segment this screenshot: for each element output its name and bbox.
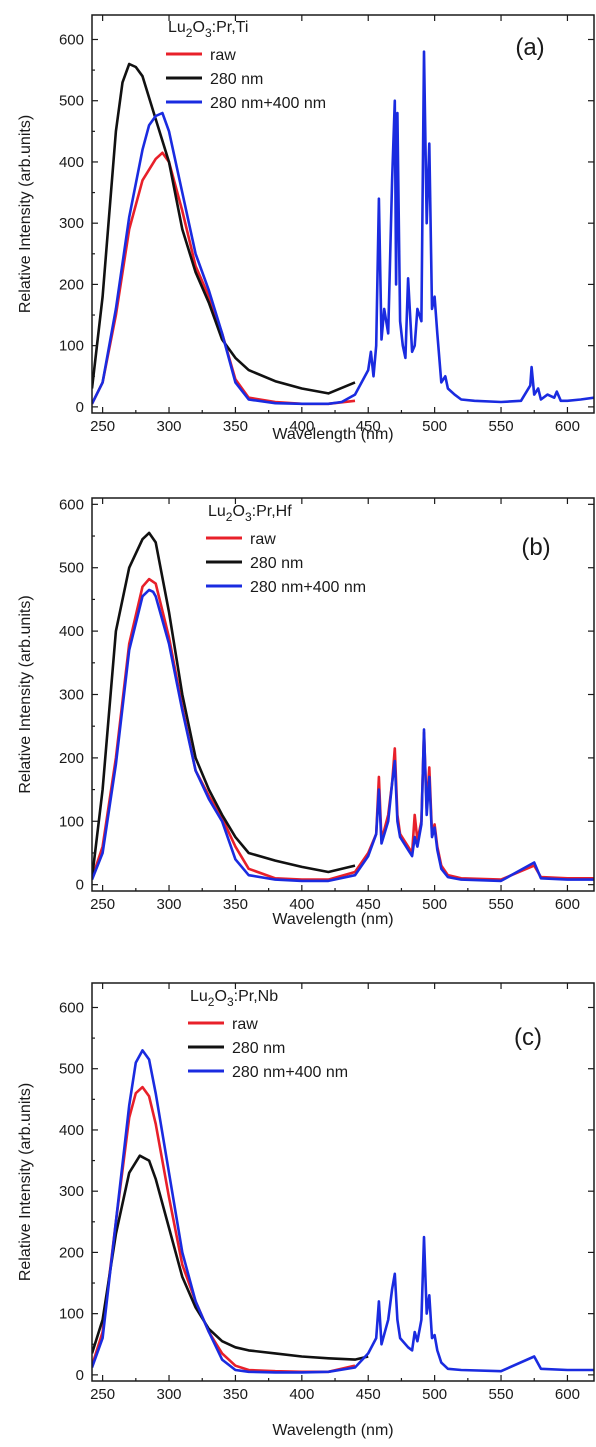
x-tick-label: 250 (90, 1386, 115, 1403)
plot-frame (91, 497, 595, 892)
y-tick-label: 200 (59, 1244, 84, 1261)
legend-label-280nm-400nm: 280 nm+400 nm (232, 1064, 348, 1081)
x-tick-label: 500 (422, 896, 447, 913)
panel-a: 250 300 350 400 450 500 550 600 0 100 200 300 400 500… (17, 14, 595, 443)
series-line-280nm (92, 1154, 369, 1361)
legend-label-280nm-400nm: 280 nm+400 nm (210, 95, 326, 112)
y-tick-label: 600 (59, 31, 84, 48)
x-tick-label: 600 (555, 1386, 580, 1403)
legend-label-raw: raw (210, 47, 236, 64)
y-tick-label: 600 (59, 496, 84, 513)
x-axis-title: Wavelength (nm) (272, 426, 393, 443)
panel-b: 250 300 350 400 450 500 550 600 0 100 200 300 400 500… (17, 496, 595, 928)
y-tick-label: 200 (59, 750, 84, 767)
x-tick-label: 550 (489, 1386, 514, 1403)
x-tick-label: 600 (555, 418, 580, 435)
y-tick-label: 100 (59, 813, 84, 830)
plot-frame (91, 982, 595, 1382)
x-tick-label: 300 (157, 418, 182, 435)
legend: Lu2O3:Pr,Hf raw 280 nm 280 nm+400 nm (206, 503, 366, 596)
x-tick-label: 550 (489, 896, 514, 913)
y-tick-label: 0 (76, 877, 84, 894)
x-tick-label: 350 (223, 418, 248, 435)
series-line-raw (92, 151, 356, 406)
x-tick-label: 550 (489, 418, 514, 435)
y-tick-label: 400 (59, 154, 84, 171)
legend: Lu2O3:Pr,Ti raw 280 nm 280 nm+400 nm (166, 19, 326, 112)
panel-label: (a) (515, 34, 544, 61)
y-axis-title: Relative Intensity (arb.units) (17, 595, 34, 793)
y-tick-label: 400 (59, 623, 84, 640)
x-tick-label: 300 (157, 896, 182, 913)
y-tick-label: 100 (59, 1306, 84, 1323)
series-group (92, 50, 594, 406)
x-tick-label: 500 (422, 418, 447, 435)
y-tick-label: 300 (59, 687, 84, 704)
plot-frame (91, 14, 595, 414)
x-tick-label: 350 (223, 896, 248, 913)
y-axis-title: Relative Intensity (arb.units) (17, 115, 34, 313)
x-tick-label: 450 (356, 1386, 381, 1403)
legend-sample-title: Lu2O3:Pr,Ti (168, 19, 248, 40)
panel-label: (c) (514, 1024, 542, 1051)
legend-label-raw: raw (232, 1016, 258, 1033)
y-tick-label: 100 (59, 338, 84, 355)
y-tick-label: 500 (59, 93, 84, 110)
y-tick-label: 500 (59, 560, 84, 577)
y-tick-label: 400 (59, 1122, 84, 1139)
legend: Lu2O3:Pr,Nb raw 280 nm 280 nm+400 nm (188, 988, 348, 1081)
series-line-raw (92, 1085, 356, 1374)
legend-label-280nm: 280 nm (210, 71, 263, 88)
x-tick-label: 450 (356, 896, 381, 913)
x-tick-label: 250 (90, 896, 115, 913)
y-tick-label: 300 (59, 215, 84, 232)
x-tick-label: 450 (356, 418, 381, 435)
y-tick-label: 0 (76, 399, 84, 416)
legend-sample-title: Lu2O3:Pr,Hf (208, 503, 292, 524)
x-tick-label: 300 (157, 1386, 182, 1403)
x-tick-label: 400 (289, 418, 314, 435)
series-line-raw (92, 577, 594, 881)
y-tick-label: 600 (59, 999, 84, 1016)
y-axis-title: Relative Intensity (arb.units) (17, 1083, 34, 1281)
x-axis-title: Wavelength (nm) (272, 1422, 393, 1439)
y-tick-label: 0 (76, 1367, 84, 1384)
legend-label-raw: raw (250, 531, 276, 548)
series-line-280nm-400nm (92, 1049, 594, 1374)
series-line-280nm (92, 531, 356, 879)
legend-sample-title: Lu2O3:Pr,Nb (190, 988, 278, 1009)
x-tick-label: 500 (422, 1386, 447, 1403)
x-tick-label: 250 (90, 418, 115, 435)
x-tick-label: 600 (555, 896, 580, 913)
y-tick-label: 200 (59, 276, 84, 293)
y-tick-label: 300 (59, 1183, 84, 1200)
x-axis-title: Wavelength (nm) (272, 911, 393, 928)
series-line-280nm (92, 62, 356, 395)
series-group (92, 531, 594, 883)
legend-label-280nm-400nm: 280 nm+400 nm (250, 579, 366, 596)
legend-label-280nm: 280 nm (250, 555, 303, 572)
panel-c: 250 300 350 400 450 500 550 600 0 100 200 300 400 500… (17, 982, 595, 1439)
legend-label-280nm: 280 nm (232, 1040, 285, 1057)
x-tick-label: 350 (223, 1386, 248, 1403)
x-tick-label: 400 (289, 896, 314, 913)
series-line-280nm-400nm (92, 588, 594, 883)
series-line-280nm-400nm (92, 50, 594, 406)
y-tick-label: 500 (59, 1061, 84, 1078)
x-tick-label: 400 (289, 1386, 314, 1403)
panel-label: (b) (521, 534, 550, 561)
series-group (92, 1049, 594, 1374)
